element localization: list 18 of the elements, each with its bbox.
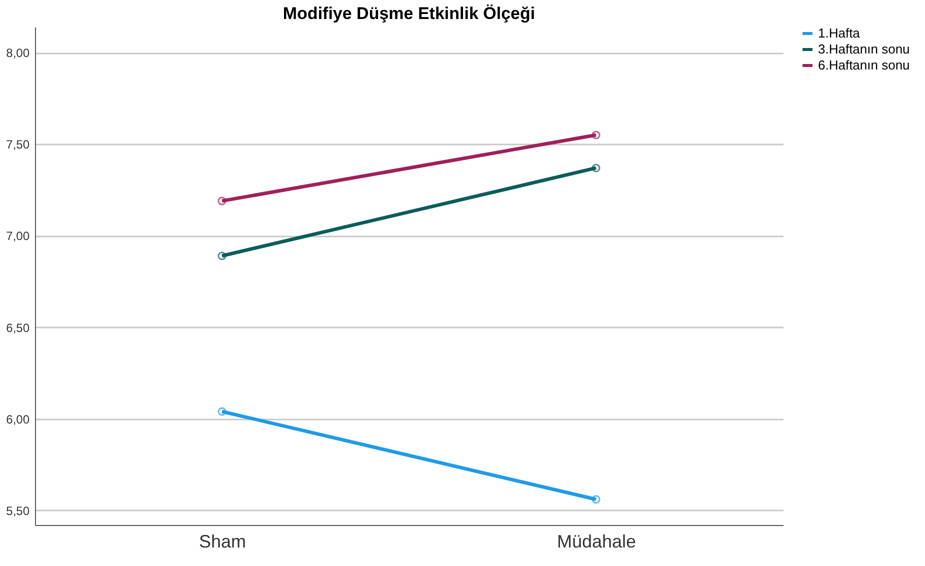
y-tick-label: 7,50 xyxy=(6,138,30,152)
x-tick-label: Müdahale xyxy=(556,532,636,552)
point xyxy=(218,407,226,416)
y-tick-label: 5,50 xyxy=(6,504,30,518)
chart-title: Modifiye Düşme Etkinlik Ölçeği xyxy=(282,4,536,23)
legend-label: 1.Hafta xyxy=(818,26,861,40)
y-tick-label: 6,00 xyxy=(6,412,30,426)
point xyxy=(592,130,600,140)
y-tick-label: 8,00 xyxy=(6,46,30,60)
legend-label: 3.Haftanın sonu xyxy=(818,42,910,56)
point xyxy=(218,252,226,260)
point xyxy=(218,196,226,206)
point xyxy=(592,495,600,504)
y-tick-label: 7,00 xyxy=(6,229,30,244)
point xyxy=(592,164,600,172)
x-tick-label: Sham xyxy=(198,532,246,552)
y-tick-label: 6,50 xyxy=(6,320,30,335)
legend-label: 6.Haftanın sonu xyxy=(818,58,910,72)
